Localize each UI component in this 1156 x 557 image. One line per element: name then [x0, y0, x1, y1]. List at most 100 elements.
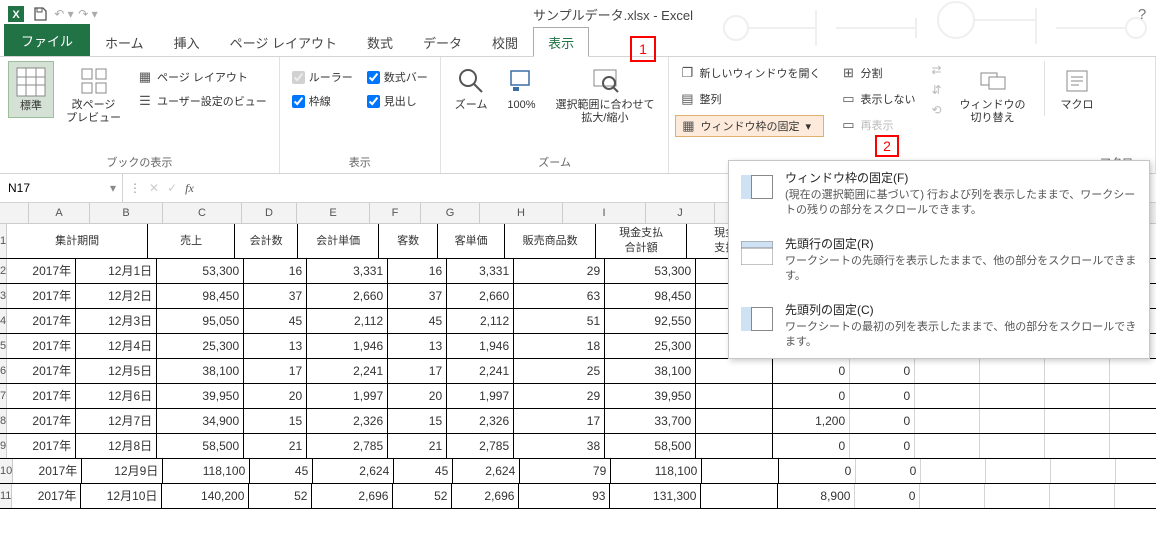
cell[interactable]: 2017年: [13, 459, 82, 483]
cell[interactable]: [1110, 434, 1156, 458]
row-header[interactable]: 2: [0, 259, 7, 283]
enter-icon[interactable]: ✓: [167, 181, 177, 195]
cell[interactable]: 58,500: [157, 434, 244, 458]
cell[interactable]: 17: [388, 359, 447, 383]
cell[interactable]: [1045, 359, 1110, 383]
column-header[interactable]: E: [297, 203, 370, 223]
column-header[interactable]: I: [563, 203, 646, 223]
cell[interactable]: 2017年: [7, 434, 76, 458]
column-header[interactable]: H: [480, 203, 563, 223]
cell[interactable]: 52: [249, 484, 312, 508]
cell[interactable]: 客数: [379, 224, 438, 258]
tab-view[interactable]: 表示: [533, 27, 589, 57]
cell[interactable]: 会計単価: [298, 224, 379, 258]
cell[interactable]: 93: [519, 484, 610, 508]
cell[interactable]: 12月4日: [76, 334, 157, 358]
row-header[interactable]: 5: [0, 334, 7, 358]
cell[interactable]: 17: [244, 359, 307, 383]
cell[interactable]: [696, 434, 773, 458]
cell[interactable]: 客単価: [438, 224, 505, 258]
tab-review[interactable]: 校閲: [477, 27, 533, 56]
cell[interactable]: 38: [514, 434, 605, 458]
cell[interactable]: 2,241: [447, 359, 514, 383]
cell[interactable]: 21: [244, 434, 307, 458]
cell[interactable]: 1,200: [773, 409, 850, 433]
cell[interactable]: 会計数: [235, 224, 298, 258]
cell[interactable]: 12月10日: [81, 484, 162, 508]
cell[interactable]: [915, 434, 980, 458]
cell[interactable]: 25,300: [605, 334, 696, 358]
cell[interactable]: [980, 434, 1045, 458]
cell[interactable]: 販売商品数: [505, 224, 596, 258]
cell[interactable]: [980, 384, 1045, 408]
cell[interactable]: 2017年: [7, 409, 76, 433]
cell[interactable]: 1,946: [447, 334, 514, 358]
cell[interactable]: 21: [388, 434, 447, 458]
cell[interactable]: 0: [856, 459, 921, 483]
cell[interactable]: 20: [244, 384, 307, 408]
cancel-icon[interactable]: ✕: [149, 181, 159, 195]
cell[interactable]: [696, 359, 773, 383]
cell[interactable]: [921, 459, 986, 483]
cell[interactable]: 53,300: [605, 259, 696, 283]
cell[interactable]: [1051, 459, 1116, 483]
name-box-input[interactable]: [6, 180, 80, 196]
cell[interactable]: 2,660: [307, 284, 388, 308]
cell[interactable]: 29: [514, 384, 605, 408]
cell[interactable]: 25,300: [157, 334, 244, 358]
row-header[interactable]: 7: [0, 384, 7, 408]
cell[interactable]: [920, 484, 985, 508]
cell[interactable]: 98,450: [157, 284, 244, 308]
cell[interactable]: 2,660: [447, 284, 514, 308]
cell[interactable]: 現金支払 合計額: [596, 224, 687, 258]
cell[interactable]: 16: [244, 259, 307, 283]
page-break-button[interactable]: 改ページ プレビュー: [60, 61, 127, 129]
cell[interactable]: 0: [855, 484, 920, 508]
cell[interactable]: 34,900: [157, 409, 244, 433]
cell[interactable]: 45: [388, 309, 447, 333]
row-header[interactable]: 3: [0, 284, 7, 308]
tab-insert[interactable]: 挿入: [159, 27, 215, 56]
cell[interactable]: 2,785: [307, 434, 388, 458]
custom-views-button[interactable]: ☰ユーザー設定のビュー: [133, 91, 271, 111]
cell[interactable]: 51: [514, 309, 605, 333]
cell[interactable]: 29: [514, 259, 605, 283]
column-header[interactable]: B: [90, 203, 163, 223]
fx-icon[interactable]: fx: [185, 181, 194, 196]
cell[interactable]: 15: [244, 409, 307, 433]
cell[interactable]: 13: [388, 334, 447, 358]
ruler-checkbox[interactable]: ルーラー: [288, 67, 357, 87]
cell[interactable]: 45: [394, 459, 453, 483]
redo-icon[interactable]: ↷ ▾: [78, 4, 98, 24]
cell[interactable]: [980, 409, 1045, 433]
cell[interactable]: [1110, 359, 1156, 383]
cell[interactable]: [1110, 409, 1156, 433]
name-box[interactable]: ▾: [0, 174, 123, 202]
cell[interactable]: 0: [850, 434, 915, 458]
cell[interactable]: [1050, 484, 1115, 508]
cell[interactable]: 13: [244, 334, 307, 358]
freeze-top-row-option[interactable]: 先頭行の固定(R)ワークシートの先頭行を表示したままで、他の部分をスクロールでき…: [729, 227, 1149, 293]
cell[interactable]: 2,112: [307, 309, 388, 333]
formula-bar-checkbox[interactable]: 数式バー: [363, 67, 432, 87]
cell[interactable]: 0: [850, 359, 915, 383]
cell[interactable]: 39,950: [157, 384, 244, 408]
cell[interactable]: [915, 384, 980, 408]
gridlines-checkbox[interactable]: 枠線: [288, 91, 357, 111]
column-header[interactable]: C: [163, 203, 242, 223]
tab-formulas[interactable]: 数式: [352, 27, 408, 56]
macros-button[interactable]: マクロ: [1055, 61, 1100, 116]
cell[interactable]: 95,050: [157, 309, 244, 333]
cell[interactable]: 58,500: [605, 434, 696, 458]
cell[interactable]: 15: [388, 409, 447, 433]
split-button[interactable]: ⊞分割: [836, 63, 919, 83]
freeze-first-col-option[interactable]: 先頭列の固定(C)ワークシートの最初の列を表示したままで、他の部分をスクロールで…: [729, 293, 1149, 359]
cell[interactable]: [980, 359, 1045, 383]
cell[interactable]: 1,997: [447, 384, 514, 408]
freeze-panes-option[interactable]: ウィンドウ枠の固定(F)(現在の選択範囲に基づいて) 行および列を表示したままで…: [729, 161, 1149, 227]
cell[interactable]: 38,100: [605, 359, 696, 383]
cell[interactable]: 98,450: [605, 284, 696, 308]
cell[interactable]: [986, 459, 1051, 483]
undo-icon[interactable]: ↶ ▾: [54, 4, 74, 24]
freeze-panes-button[interactable]: ▦ウィンドウ枠の固定▾: [675, 115, 824, 137]
